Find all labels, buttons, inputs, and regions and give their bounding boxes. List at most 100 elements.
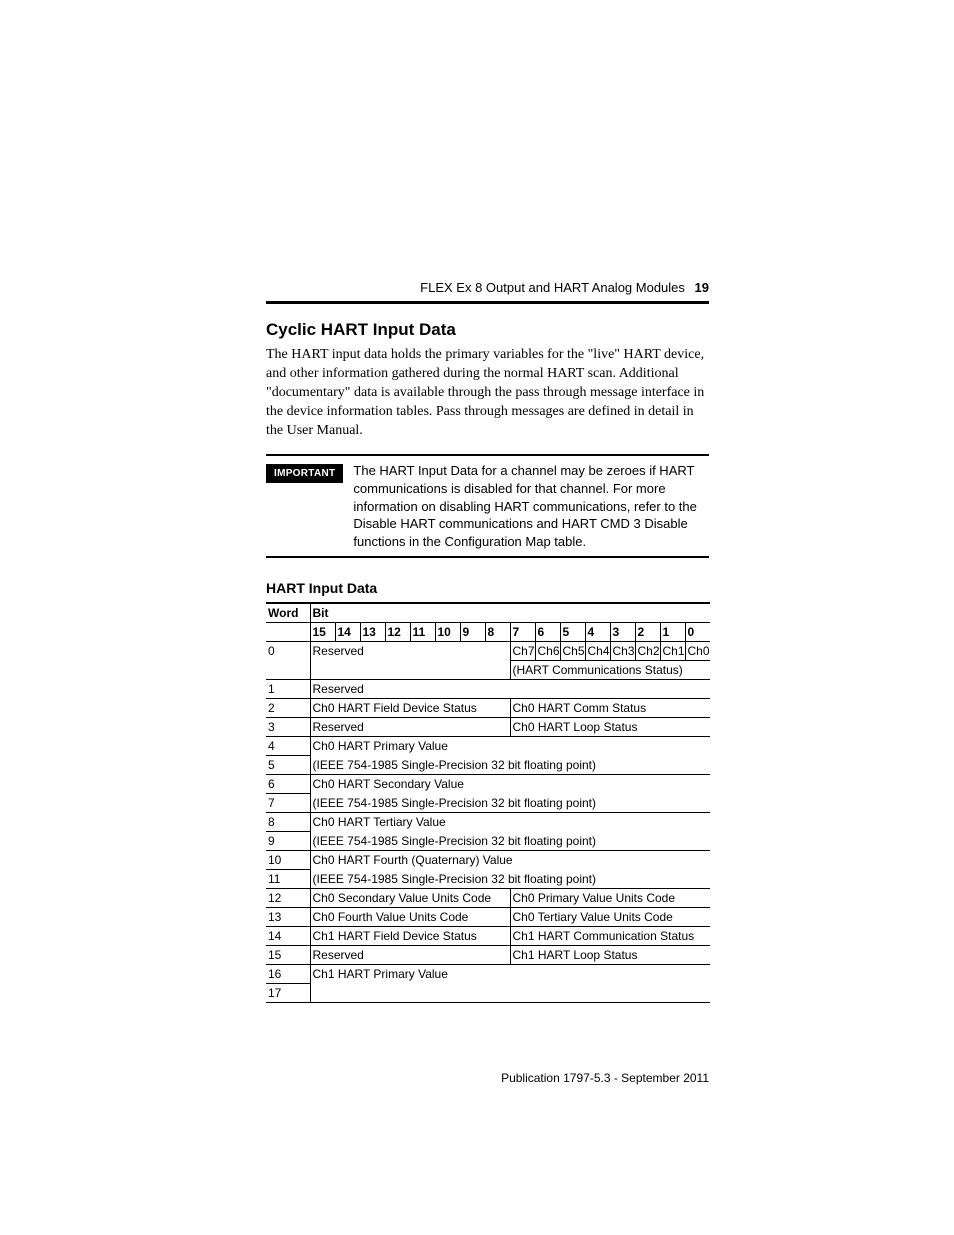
table-row: 5 (IEEE 754-1985 Single-Precision 32 bit… [266,756,710,775]
bit-4: 4 [585,623,610,642]
cell [310,984,710,1003]
bit-2: 2 [635,623,660,642]
section-paragraph: The HART input data holds the primary va… [266,346,709,440]
bit-9: 9 [460,623,485,642]
word-cell: 17 [266,984,310,1003]
cell: Reserved [310,642,510,661]
table-title: HART Input Data [266,580,709,596]
word-cell: 4 [266,737,310,756]
cell: Ch1 HART Loop Status [510,946,710,965]
table-row: 9 (IEEE 754-1985 Single-Precision 32 bit… [266,832,710,851]
word-cell: 15 [266,946,310,965]
cell: Ch0 Tertiary Value Units Code [510,908,710,927]
section-title: Cyclic HART Input Data [266,320,709,340]
word-cell: 14 [266,927,310,946]
word-cell: 1 [266,680,310,699]
cell: Ch0 HART Fourth (Quaternary) Value [310,851,710,870]
hart-input-table: Word Bit 15 14 13 12 11 10 9 8 7 6 5 4 3… [266,602,710,1003]
cell: Ch1 HART Field Device Status [310,927,510,946]
cell: (HART Communications Status) [510,661,710,680]
table-row: 8 Ch0 HART Tertiary Value [266,813,710,832]
cell: Ch0 HART Tertiary Value [310,813,710,832]
cell: Ch1 HART Communication Status [510,927,710,946]
page: FLEX Ex 8 Output and HART Analog Modules… [0,0,954,1235]
cell: (IEEE 754-1985 Single-Precision 32 bit f… [310,794,710,813]
bit-0: 0 [685,623,710,642]
cell: Ch0 Secondary Value Units Code [310,889,510,908]
table-row: 17 [266,984,710,1003]
running-head-text: FLEX Ex 8 Output and HART Analog Modules [420,280,685,295]
word-cell: 8 [266,813,310,832]
bit-11: 11 [410,623,435,642]
table-row: 11 (IEEE 754-1985 Single-Precision 32 bi… [266,870,710,889]
word-cell: 0 [266,642,310,661]
word-cell: 5 [266,756,310,775]
table-row: 15 14 13 12 11 10 9 8 7 6 5 4 3 2 1 0 [266,623,710,642]
important-callout: IMPORTANT The HART Input Data for a chan… [266,454,709,558]
cell: Ch4 [585,642,610,661]
table-row: 10 Ch0 HART Fourth (Quaternary) Value [266,851,710,870]
cell: Ch7 [510,642,535,661]
table-row: 15 Reserved Ch1 HART Loop Status [266,946,710,965]
word-cell: 7 [266,794,310,813]
table-row: 3 Reserved Ch0 HART Loop Status [266,718,710,737]
word-cell: 11 [266,870,310,889]
cell: Ch0 Fourth Value Units Code [310,908,510,927]
bit-6: 6 [535,623,560,642]
publication-value: 1797-5.3 - September 2011 [563,1071,709,1085]
bit-3: 3 [610,623,635,642]
table-row: 0 Reserved Ch7 Ch6 Ch5 Ch4 Ch3 Ch2 Ch1 C… [266,642,710,661]
cell: Ch0 HART Secondary Value [310,775,710,794]
bit-5: 5 [560,623,585,642]
bit-10: 10 [435,623,460,642]
cell: Ch0 Primary Value Units Code [510,889,710,908]
publication-label: Publication [501,1071,560,1085]
cell: Ch2 [635,642,660,661]
running-head: FLEX Ex 8 Output and HART Analog Modules… [266,280,709,304]
cell: (IEEE 754-1985 Single-Precision 32 bit f… [310,832,710,851]
table-row: 6 Ch0 HART Secondary Value [266,775,710,794]
bit-7: 7 [510,623,535,642]
word-cell: 6 [266,775,310,794]
table-row: 1 Reserved [266,680,710,699]
col-bit: Bit [310,603,710,623]
bit-14: 14 [335,623,360,642]
word-cell: 12 [266,889,310,908]
bit-1: 1 [660,623,685,642]
cell: (IEEE 754-1985 Single-Precision 32 bit f… [310,870,710,889]
cell: Ch1 HART Primary Value [310,965,710,984]
bit-15: 15 [310,623,335,642]
word-cell: 10 [266,851,310,870]
table-row: 7 (IEEE 754-1985 Single-Precision 32 bit… [266,794,710,813]
cell: Ch1 [660,642,685,661]
word-cell: 13 [266,908,310,927]
table-row: 13 Ch0 Fourth Value Units Code Ch0 Terti… [266,908,710,927]
cell: Ch0 [685,642,710,661]
table-row: 2 Ch0 HART Field Device Status Ch0 HART … [266,699,710,718]
bit-8: 8 [485,623,510,642]
table-row: Word Bit [266,603,710,623]
word-cell: 16 [266,965,310,984]
cell: (IEEE 754-1985 Single-Precision 32 bit f… [310,756,710,775]
word-cell: 2 [266,699,310,718]
bit-13: 13 [360,623,385,642]
cell: Ch3 [610,642,635,661]
word-cell: 9 [266,832,310,851]
col-word: Word [266,603,310,623]
cell: Reserved [310,946,510,965]
word-cell: 3 [266,718,310,737]
footer: Publication 1797-5.3 - September 2011 [501,1071,709,1085]
cell: Ch0 HART Loop Status [510,718,710,737]
cell: Ch0 HART Comm Status [510,699,710,718]
important-badge: IMPORTANT [266,464,343,483]
table-row: 4 Ch0 HART Primary Value [266,737,710,756]
important-text: The HART Input Data for a channel may be… [353,462,709,550]
cell: Ch5 [560,642,585,661]
page-number: 19 [695,280,709,295]
cell: Ch6 [535,642,560,661]
cell: Reserved [310,680,710,699]
cell: Reserved [310,718,510,737]
table-row: 16 Ch1 HART Primary Value [266,965,710,984]
table-row: 14 Ch1 HART Field Device Status Ch1 HART… [266,927,710,946]
bit-12: 12 [385,623,410,642]
